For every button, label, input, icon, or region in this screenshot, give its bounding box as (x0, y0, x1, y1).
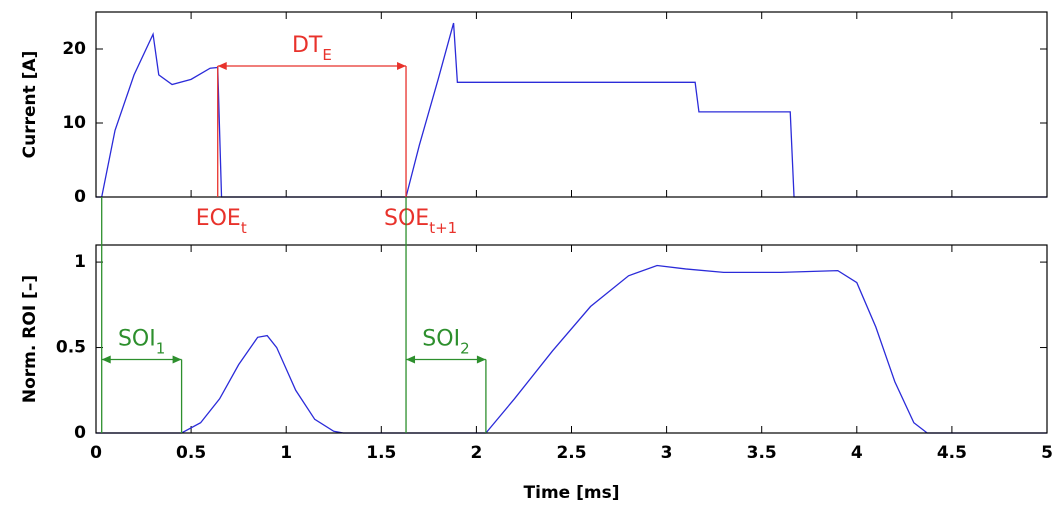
y-tick-label: 20 (62, 39, 86, 59)
y-tick-label: 0.5 (56, 338, 86, 358)
data-line (96, 22, 1047, 198)
x-tick-label: 5 (1041, 443, 1053, 463)
y-tick-label: 0 (74, 423, 86, 443)
annotation-text: DT (292, 33, 323, 58)
arrowhead (476, 355, 486, 364)
arrowhead (217, 62, 227, 71)
y-tick-label: 1 (74, 252, 86, 272)
annotation-text: EOE (196, 206, 241, 231)
annotation-subscript: t+1 (429, 219, 457, 237)
annotation-subscript: 1 (156, 339, 166, 357)
annotation-text: SOI (422, 327, 460, 352)
y-axis-label: Current [A] (20, 51, 40, 159)
x-tick-label: 3 (661, 443, 673, 463)
arrowhead (172, 355, 182, 364)
x-tick-label: 1 (280, 443, 292, 463)
data-line (96, 264, 1047, 434)
annotation-label: EOEt (196, 206, 247, 237)
annotation-label: SOI2 (422, 327, 469, 358)
annotation-text: SOI (118, 327, 156, 352)
arrowhead (406, 355, 416, 364)
annotation-subscript: t (241, 219, 247, 237)
x-tick-label: 0.5 (176, 443, 206, 463)
annotation-subscript: 2 (460, 339, 470, 357)
x-axis-label: Time [ms] (524, 483, 620, 503)
axes-frame (95, 244, 1048, 434)
y-tick-label: 10 (62, 113, 86, 133)
annotation-subscript: E (322, 46, 331, 64)
y-tick-label: 0 (74, 187, 86, 207)
arrowhead (101, 355, 111, 364)
axes-frame (95, 11, 1048, 198)
x-tick-label: 4.5 (937, 443, 967, 463)
y-axis-label: Norm. ROI [–] (20, 275, 40, 403)
x-tick-label: 4 (851, 443, 863, 463)
x-tick-label: 2 (470, 443, 482, 463)
x-tick-label: 1.5 (366, 443, 396, 463)
x-tick-label: 0 (90, 443, 102, 463)
annotation-label: SOI1 (118, 327, 165, 358)
arrowhead (397, 62, 407, 71)
annotation-label: DTE (292, 33, 332, 64)
x-tick-label: 2.5 (556, 443, 586, 463)
x-tick-label: 3.5 (747, 443, 777, 463)
annotation-label: SOEt+1 (384, 206, 457, 237)
